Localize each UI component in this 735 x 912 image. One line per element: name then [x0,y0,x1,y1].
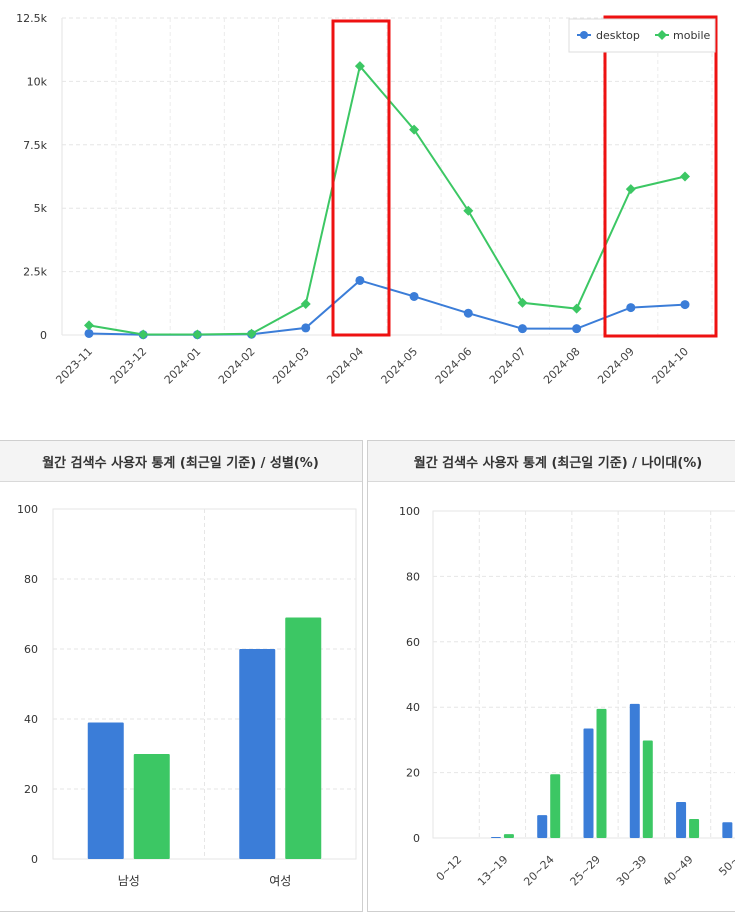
bar-mobile [596,708,607,838]
x-tick-label: 2024-04 [324,345,366,387]
y-tick-label: 0 [413,832,420,845]
y-tick-label: 20 [24,783,38,796]
legend-mobile-label: mobile [673,29,711,42]
bar-desktop [239,649,276,859]
highlight-box-sep-oct [603,15,718,338]
legend: desktop mobile [568,18,716,53]
y-tick-label: 60 [24,643,38,656]
bar-desktop [490,837,501,838]
x-tick-label: 2024-09 [595,345,637,387]
x-tick-label: 여성 [269,874,291,888]
point-mobile [571,303,582,314]
bar-mobile [133,754,170,859]
point-mobile [300,299,311,310]
point-desktop [301,323,311,333]
point-desktop [463,308,473,318]
x-tick-label: 2024-07 [487,345,529,387]
point-desktop [680,300,690,310]
point-mobile [517,297,528,308]
x-tick-label: 0~12 [434,853,465,884]
x-tick-label: 2024-06 [433,345,475,387]
legend-desktop-marker [580,31,588,39]
y-tick-label: 100 [399,505,420,518]
point-desktop [572,324,582,334]
bar-desktop [629,703,640,838]
bar-mobile [285,617,322,859]
legend-mobile-marker [657,30,667,40]
point-desktop [409,291,419,301]
bar-desktop [537,815,548,838]
y-axis: 0 2.5k 5k 7.5k 10k 12.5k [16,12,47,342]
age-panel-title: 월간 검색수 사용자 통계 (최근일 기준) / 나이대(%) [368,441,735,482]
age-bar-chart: 0 20 40 60 80 100 0~12 13~19 20~24 25~29 30~39 40~4… [399,505,735,889]
y-tick-label: 10k [27,75,48,88]
gender-bar-chart: 0 20 40 60 80 100 남성 여성 [17,503,357,888]
point-mobile [84,320,94,331]
y-tick-label: 80 [406,570,420,583]
x-tick-label: 25~29 [568,853,604,889]
point-mobile [192,329,203,340]
series-line-mobile [88,64,686,336]
x-tick-label: 30~39 [614,853,650,889]
gender-panel-title: 월간 검색수 사용자 통계 (최근일 기준) / 성별(%) [0,441,362,482]
x-tick-label: 13~19 [475,853,511,889]
point-desktop [517,324,527,334]
point-desktop [355,275,365,285]
point-mobile [354,61,365,72]
bar-mobile [689,819,700,838]
x-tick-label: 2024-05 [379,345,421,387]
x-tick-label: 2024-02 [216,345,258,387]
y-tick-label: 60 [406,636,420,649]
y-tick-label: 100 [17,503,38,516]
point-mobile [625,184,636,195]
x-tick-label: 2024-03 [270,345,312,387]
y-tick-label: 5k [34,202,48,215]
point-mobile [246,328,257,339]
bar-desktop [722,822,733,838]
point-mobile [463,205,474,216]
point-mobile [138,329,149,340]
bar-mobile [550,774,561,838]
legend-desktop-label: desktop [596,29,640,42]
axes: 0 20 40 60 80 100 남성 여성 [17,503,291,888]
y-tick-label: 12.5k [16,12,47,25]
x-tick-label: 남성 [118,874,140,888]
x-tick-label: 20~24 [521,853,557,889]
y-tick-label: 7.5k [23,139,47,152]
bars [490,703,733,838]
point-mobile [409,124,420,135]
x-tick-label: 50~ [716,853,735,879]
x-tick-label: 2024-08 [541,345,583,387]
bars [87,617,322,859]
x-tick-label: 40~49 [660,853,696,889]
series-lines [84,61,690,340]
y-tick-label: 40 [406,701,420,714]
x-tick-label: 2023-12 [108,345,150,387]
y-tick-label: 80 [24,573,38,586]
y-tick-label: 0 [40,329,47,342]
bar-desktop [676,802,687,838]
y-tick-label: 0 [31,853,38,866]
bar-mobile [503,834,514,838]
y-tick-label: 2.5k [23,266,47,279]
x-tick-label: 2024-10 [649,345,691,387]
point-desktop [84,328,94,338]
bar-mobile [642,740,653,838]
highlight-box-april [331,19,391,337]
x-tick-label: 2024-01 [162,345,204,387]
x-axis: 2023-11 2023-12 2024-01 2024-02 2024-03 2024-… [53,345,691,387]
point-desktop [626,303,636,313]
bar-desktop [583,728,594,838]
y-tick-label: 20 [406,767,420,780]
point-mobile [680,171,690,182]
trend-line-chart: 0 2.5k 5k 7.5k 10k 12.5k 2023-11 2023-12 2024-0… [16,12,718,387]
y-tick-label: 40 [24,713,38,726]
x-tick-label: 2023-11 [53,345,95,387]
grid [432,510,735,839]
bar-desktop [87,722,124,859]
